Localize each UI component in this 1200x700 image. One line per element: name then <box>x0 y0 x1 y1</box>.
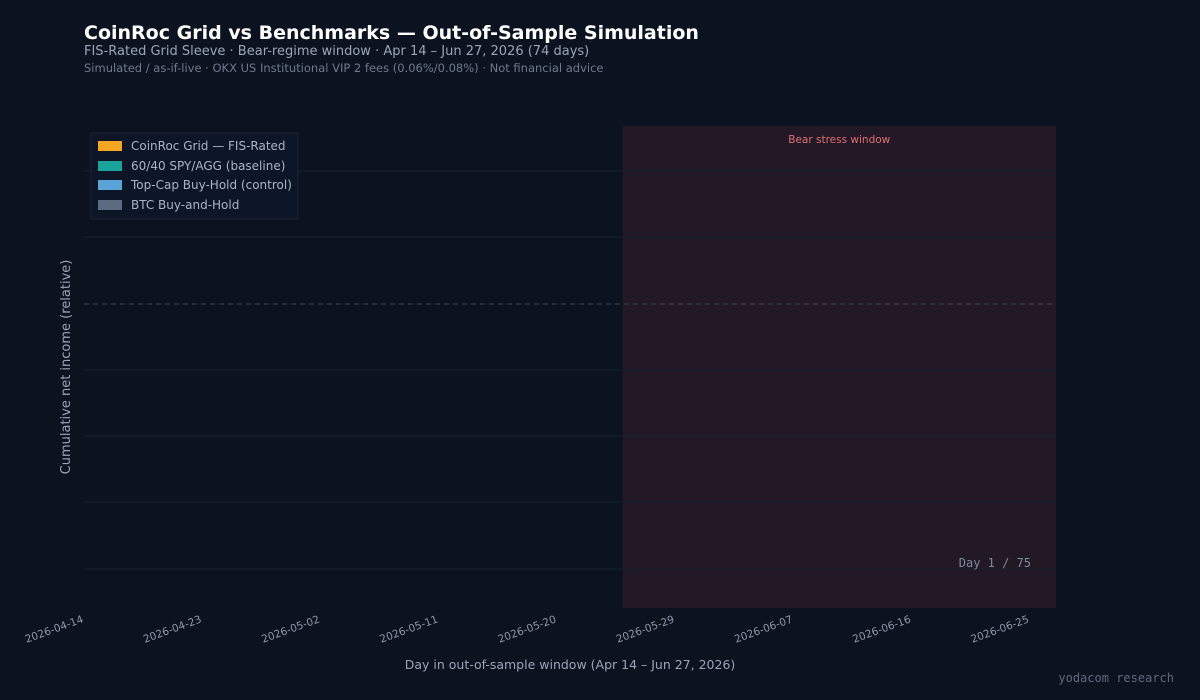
x-tick-label: 2026-06-25 <box>969 614 1030 646</box>
legend-swatch <box>98 161 122 171</box>
grid-lines <box>84 170 1056 570</box>
legend-swatch <box>98 200 122 210</box>
legend-item-coinroc: CoinRoc Grid — FIS-Rated <box>98 139 286 153</box>
y-axis-label: Cumulative net income (relative) <box>59 260 74 475</box>
x-axis-ticks: 2026-04-14 2026-04-23 2026-05-02 2026-05-11… <box>24 613 1031 645</box>
legend-label: CoinRoc Grid — FIS-Rated <box>131 139 286 153</box>
legend-swatch <box>98 180 122 190</box>
legend-label: Top-Cap Buy-Hold (control) <box>130 178 292 192</box>
bear-stress-label: Bear stress window <box>788 134 890 146</box>
legend-item-60-40: 60/40 SPY/AGG (baseline) <box>98 159 285 173</box>
x-tick-label: 2026-04-14 <box>24 613 86 645</box>
legend-swatch <box>98 141 122 151</box>
x-tick-label: 2026-05-20 <box>496 614 557 646</box>
bear-stress-region <box>622 126 1056 608</box>
x-tick-label: 2026-05-11 <box>378 614 439 646</box>
x-tick-label: 2026-06-16 <box>851 613 913 645</box>
chart-title: CoinRoc Grid vs Benchmarks — Out-of-Samp… <box>84 22 699 44</box>
legend-box <box>90 132 299 220</box>
day-counter: Day 1 / 75 <box>959 556 1031 570</box>
legend-item-btc: BTC Buy-and-Hold <box>98 198 239 212</box>
x-axis-label: Day in out-of-sample window (Apr 14 – Ju… <box>405 657 736 672</box>
legend-label: 60/40 SPY/AGG (baseline) <box>131 159 285 173</box>
x-tick-label: 2026-04-23 <box>142 614 203 646</box>
legend-label: BTC Buy-and-Hold <box>131 198 239 212</box>
brand-watermark: yodacom research <box>1058 671 1174 685</box>
x-tick-label: 2026-05-29 <box>615 614 676 646</box>
legend: CoinRoc Grid — FIS-Rated 60/40 SPY/AGG (… <box>90 132 299 220</box>
chart-disclaimer: Simulated / as-if-live · OKX US Institut… <box>84 61 604 75</box>
legend-item-top-cap: Top-Cap Buy-Hold (control) <box>98 178 292 192</box>
chart-subtitle: FIS-Rated Grid Sleeve · Bear-regime wind… <box>84 44 590 59</box>
x-tick-label: 2026-05-02 <box>260 614 321 646</box>
x-tick-label: 2026-06-07 <box>733 614 794 646</box>
